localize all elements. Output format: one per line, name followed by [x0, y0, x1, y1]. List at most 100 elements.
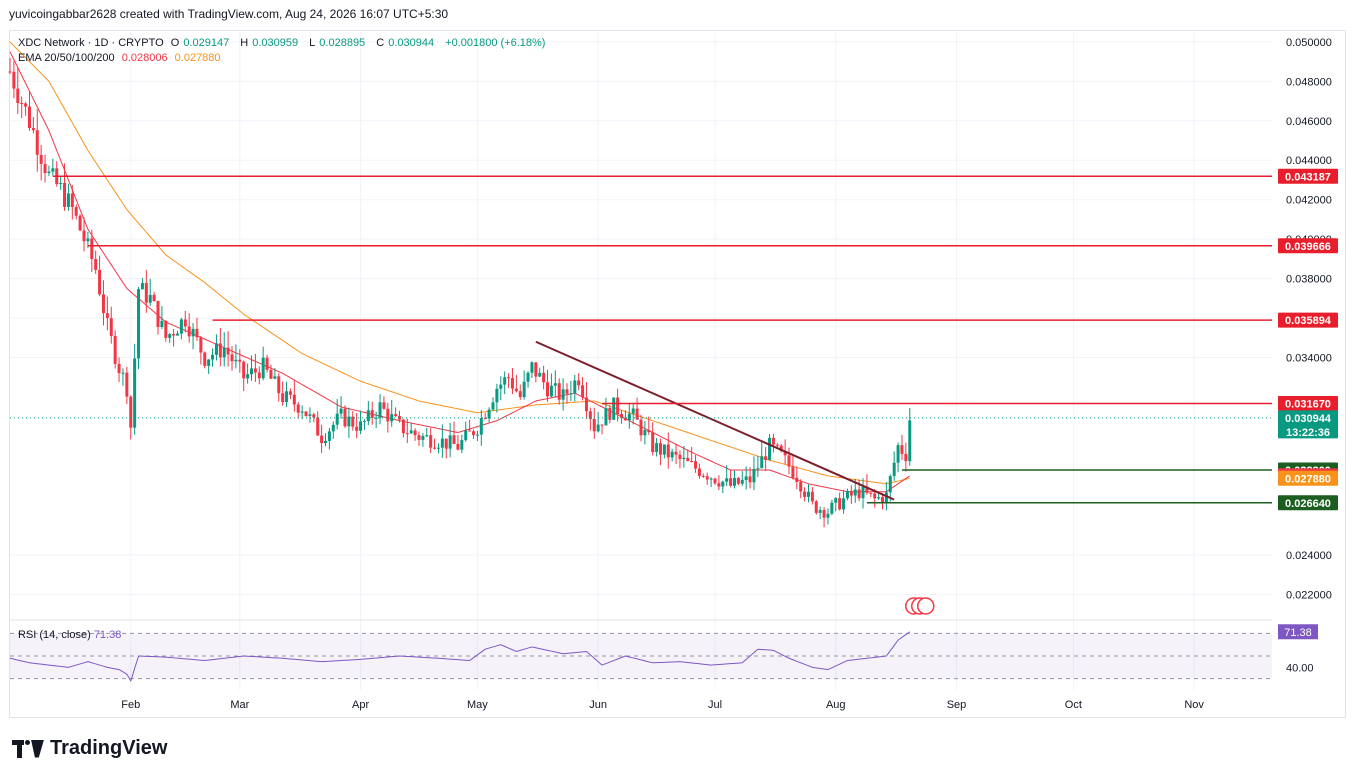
candle-body: [316, 417, 320, 436]
candle-body: [806, 491, 810, 497]
candle-body: [892, 462, 896, 477]
candle-body: [682, 457, 686, 460]
y-tick-label: 0.048000: [1286, 76, 1332, 88]
candle-body: [51, 168, 55, 172]
candle-body: [70, 193, 74, 208]
candle-body: [647, 429, 651, 433]
candle-body: [246, 374, 250, 379]
candle-body: [803, 491, 807, 497]
candle-body: [830, 502, 834, 514]
candle-body: [144, 283, 148, 303]
tradingview-brand[interactable]: TradingView: [12, 737, 167, 760]
candle-body: [838, 498, 842, 510]
candle-body: [277, 376, 281, 394]
candle-body: [658, 443, 662, 455]
event-flag-icon: [917, 597, 935, 615]
candle-body: [168, 334, 172, 338]
candle-body: [433, 447, 437, 449]
candle-body: [421, 436, 425, 440]
candle-body: [394, 414, 398, 417]
last-price-tag: [1278, 410, 1338, 439]
level-resistance-tag: [1278, 238, 1338, 254]
grid-lines: [10, 32, 1272, 690]
candle-body: [401, 419, 405, 434]
low-value: 0.028895: [319, 37, 366, 49]
candle-body: [214, 343, 218, 355]
candle-body: [888, 476, 892, 493]
candle-body: [686, 457, 690, 461]
level-resistance-tag: [1278, 168, 1338, 184]
x-tick-label: May: [467, 699, 488, 711]
candle-body: [845, 490, 849, 499]
candle-body: [557, 383, 561, 400]
candle-body: [63, 182, 67, 207]
candle-body: [366, 410, 370, 422]
candle-body: [565, 389, 569, 394]
candle-body: [137, 289, 141, 359]
candle-body: [581, 385, 585, 398]
candle-body: [651, 432, 655, 453]
trendline: [535, 340, 895, 501]
candle-body: [292, 394, 296, 405]
candle-body: [308, 414, 312, 416]
candle-body: [600, 424, 604, 426]
candle-body: [300, 411, 304, 413]
candle-body: [795, 477, 799, 483]
candle-body: [779, 445, 783, 452]
candle-body: [553, 383, 557, 386]
candle-body: [549, 385, 553, 397]
candle-body: [351, 416, 355, 427]
candle-body: [725, 478, 729, 482]
symbol-label[interactable]: XDC Network · 1D · CRYPTO: [18, 37, 164, 49]
candle-body: [440, 438, 444, 448]
candle-body: [320, 435, 324, 444]
chart-caption: yuvicoingabbar2628 created with TradingV…: [9, 7, 449, 21]
candle-body: [374, 417, 378, 419]
candle-body: [31, 128, 35, 131]
candle-body: [655, 443, 659, 453]
ema-label[interactable]: EMA 20/50/100/200: [18, 52, 115, 64]
candle-body: [639, 419, 643, 436]
high-label: H: [240, 37, 249, 49]
candle-body: [296, 404, 300, 413]
ema20-value: 0.028006: [121, 52, 168, 64]
candle-body: [538, 372, 542, 377]
chart-area[interactable]: [9, 30, 1346, 718]
candle-body: [596, 424, 600, 432]
candle-body: [834, 498, 838, 503]
candle-body: [78, 215, 82, 231]
x-tick-label: Aug: [826, 699, 846, 711]
candle-body: [709, 478, 713, 480]
rsi-label[interactable]: RSI (14, close): [18, 629, 91, 641]
candle-body: [211, 354, 215, 360]
candle-body: [234, 359, 238, 362]
rsi-line: [9, 631, 911, 682]
candle-body: [900, 445, 904, 454]
candle-body: [265, 357, 269, 370]
candle-body: [510, 377, 514, 389]
candle-body: [288, 391, 292, 395]
candle-body: [199, 337, 203, 353]
candle-body: [631, 408, 635, 414]
tradingview-wordmark: TradingView: [50, 737, 168, 759]
candle-body: [238, 359, 242, 362]
candle-body: [604, 407, 608, 426]
candle-body: [355, 426, 359, 431]
candle-body: [495, 388, 499, 403]
candle-body: [121, 372, 125, 374]
level-resistance-tag: [1278, 396, 1338, 412]
candle-body: [195, 328, 199, 338]
candle-body: [588, 411, 592, 419]
candle-body: [853, 489, 857, 496]
level-support-tag: [1278, 495, 1338, 511]
candle-body: [884, 492, 888, 503]
ema20-line: [9, 51, 911, 493]
candle-body: [472, 431, 476, 436]
close-value: 0.030944: [388, 37, 435, 49]
candle-body: [105, 313, 109, 319]
candle-body: [66, 193, 70, 207]
x-tick-label: Apr: [352, 699, 369, 711]
candle-body: [690, 460, 694, 462]
candle-body: [643, 429, 647, 436]
